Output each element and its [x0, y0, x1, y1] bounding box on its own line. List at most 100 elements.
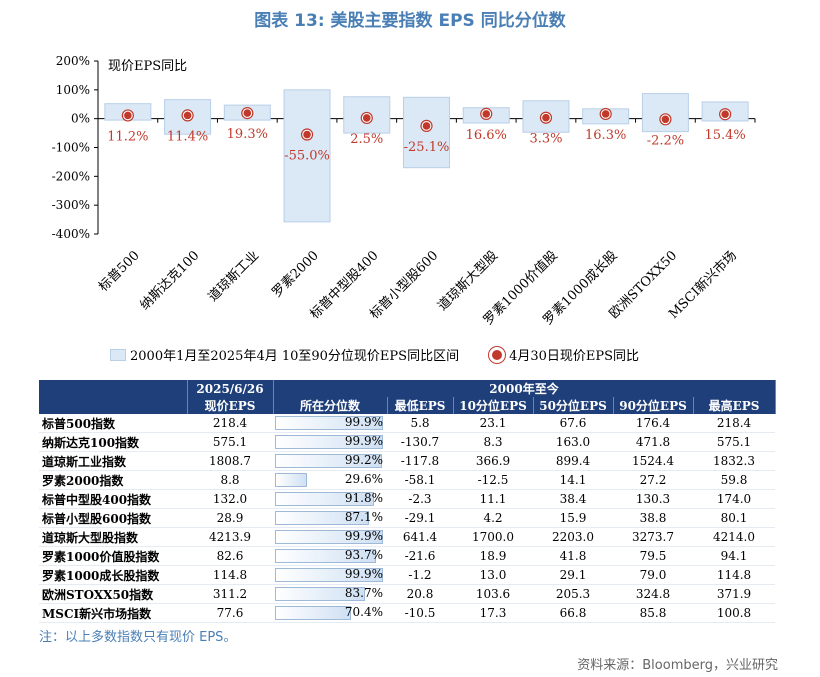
row-p90: 176.4: [613, 414, 693, 433]
row-name: 标普500指数: [39, 414, 187, 433]
row-max: 59.8: [693, 470, 775, 490]
range-bar: [283, 89, 331, 223]
row-max: 174.0: [693, 489, 775, 509]
row-min: -117.8: [387, 451, 453, 471]
table-body: 标普500指数 218.4 99.9% 5.8 23.1 67.6 176.4 218.4 纳斯…: [39, 414, 775, 623]
row-eps: 114.8: [187, 565, 273, 585]
row-p10: 366.9: [453, 451, 533, 471]
eps-yoy-chart: 200% 100% 0% -100% -200% -300% -400% 现价EPS同比 11.…: [52, 54, 756, 328]
y-tick-label: 100%: [56, 83, 90, 97]
row-percentile: 91.8%: [273, 489, 387, 509]
percentile-bar: [275, 587, 366, 601]
row-eps: 575.1: [187, 432, 273, 452]
percentile-bar: [275, 606, 352, 620]
percentile-value: 99.9%: [344, 434, 383, 448]
row-name: 道琼斯工业指数: [39, 451, 187, 471]
table-row: 罗素1000价值股指数 82.6 93.7% -21.6 18.9 41.8 79.5 94.…: [39, 546, 775, 566]
percentile-value: 87.1%: [344, 510, 383, 524]
header-p90: 90分位EPS: [613, 397, 694, 414]
row-p90: 79.0: [613, 565, 693, 585]
current-yoy-point: [721, 110, 729, 119]
row-max: 371.9: [693, 584, 775, 604]
row-p10: 11.1: [453, 489, 533, 509]
row-p50: 15.9: [533, 508, 613, 528]
row-percentile: 87.1%: [273, 508, 387, 528]
row-max: 218.4: [693, 414, 775, 433]
row-p50: 205.3: [533, 584, 613, 604]
data-label: 15.4%: [704, 128, 745, 143]
row-p50: 2203.0: [533, 527, 613, 547]
row-p50: 14.1: [533, 470, 613, 490]
percentile-value: 91.8%: [344, 491, 383, 505]
row-max: 100.8: [693, 603, 775, 623]
range-bar: [641, 93, 689, 133]
table-row: 标普500指数 218.4 99.9% 5.8 23.1 67.6 176.4 218.4: [39, 414, 775, 433]
table-row: 罗素2000指数 8.8 29.6% -58.1 -12.5 14.1 27.2 59.8: [39, 470, 775, 490]
row-min: -10.5: [387, 603, 453, 623]
y-tick-label: -400%: [52, 227, 90, 241]
row-max: 575.1: [693, 432, 775, 452]
current-yoy-point: [482, 110, 491, 118]
percentile-bar: [275, 454, 383, 468]
x-tick-label: 纳斯达克100: [137, 248, 202, 313]
header-eps: 现价EPS: [187, 397, 274, 414]
header-p10: 10分位EPS: [453, 397, 534, 414]
percentile-bar: [275, 416, 383, 430]
table-row: MSCI新兴市场指数 77.6 70.4% -10.5 17.3 66.8 85.8 100.…: [39, 603, 775, 623]
row-eps: 8.8: [187, 470, 273, 490]
footnote: 注：以上多数指数只有现价 EPS。: [39, 630, 237, 645]
current-yoy-point: [601, 110, 610, 118]
percentile-bar: [275, 549, 377, 563]
row-p50: 899.4: [533, 451, 613, 471]
data-label: 11.2%: [107, 129, 148, 144]
x-tick-label: 道琼斯工业: [206, 248, 263, 305]
data-label: 3.3%: [529, 132, 562, 147]
row-percentile: 99.2%: [273, 451, 387, 471]
row-p50: 41.8: [533, 546, 613, 566]
percentile-value: 99.9%: [344, 529, 383, 543]
x-tick-label: 标普500: [96, 248, 143, 295]
row-p50: 66.8: [533, 603, 613, 623]
row-p90: 27.2: [613, 470, 693, 490]
percentile-value: 83.7%: [344, 586, 383, 600]
row-p10: 18.9: [453, 546, 533, 566]
header-blank-2: [39, 397, 188, 414]
percentile-bar: [275, 492, 375, 506]
data-label: 16.3%: [585, 128, 626, 143]
percentile-bar: [275, 530, 383, 544]
row-percentile: 93.7%: [273, 546, 387, 566]
row-max: 114.8: [693, 565, 775, 585]
percentile-value: 99.9%: [344, 415, 383, 429]
row-eps: 82.6: [187, 546, 273, 566]
row-eps: 77.6: [187, 603, 273, 623]
percentile-value: 93.7%: [344, 548, 383, 562]
table-row: 纳斯达克100指数 575.1 99.9% -130.7 8.3 163.0 471.8 57…: [39, 432, 775, 452]
row-name: 欧洲STOXX50指数: [39, 584, 187, 604]
row-percentile: 29.6%: [273, 470, 387, 490]
row-max: 94.1: [693, 546, 775, 566]
current-yoy-point: [183, 111, 192, 120]
row-percentile: 99.9%: [273, 432, 387, 452]
y-tick-label: 0%: [71, 112, 90, 126]
row-min: -21.6: [387, 546, 453, 566]
row-p90: 130.3: [613, 489, 693, 509]
data-label: -2.2%: [647, 133, 684, 148]
header-since-2000: 2000年至今: [273, 380, 776, 397]
current-yoy-point: [661, 115, 670, 124]
header-blank: [39, 380, 188, 397]
data-label: -25.1%: [404, 140, 450, 155]
row-p50: 163.0: [533, 432, 613, 452]
header-min: 最低EPS: [387, 397, 454, 414]
row-p50: 38.4: [533, 489, 613, 509]
row-max: 1832.3: [693, 451, 775, 471]
row-p10: 13.0: [453, 565, 533, 585]
row-eps: 1808.7: [187, 451, 273, 471]
data-label: 11.4%: [167, 129, 208, 144]
row-name: 纳斯达克100指数: [39, 432, 187, 452]
row-p90: 324.8: [613, 584, 693, 604]
percentile-bar: [275, 435, 383, 449]
legend-marker-swatch: [489, 346, 506, 363]
x-tick-label: 罗素2000: [269, 248, 321, 300]
row-name: 罗素2000指数: [39, 470, 187, 490]
row-p10: 1700.0: [453, 527, 533, 547]
